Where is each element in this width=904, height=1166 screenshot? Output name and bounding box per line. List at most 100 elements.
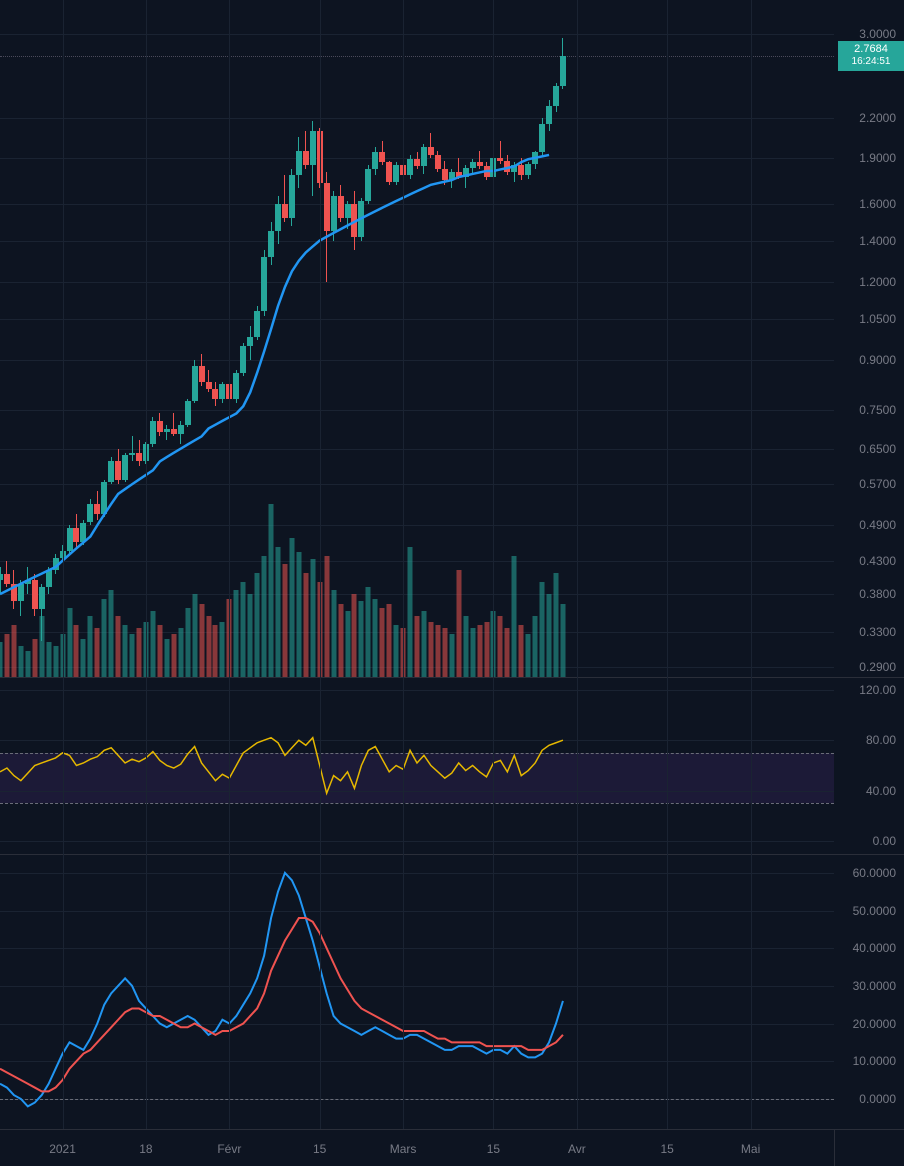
rsi-axis[interactable]: 120.0080.0040.000.00 — [834, 677, 904, 854]
price-tick: 1.6000 — [859, 197, 896, 211]
price-tick: 1.0500 — [859, 312, 896, 326]
rsi-tick: 40.00 — [866, 784, 896, 798]
volume-bar — [130, 634, 135, 677]
volume-bar — [533, 616, 538, 677]
volume-bar — [547, 594, 552, 677]
x-tick: 15 — [313, 1142, 326, 1156]
volume-bar — [449, 634, 454, 677]
volume-bar — [81, 639, 86, 677]
last-price-value: 2.7684 — [854, 43, 888, 56]
volume-bar — [4, 634, 9, 677]
volume-bar — [526, 634, 531, 677]
volume-bar — [255, 573, 260, 677]
volume-bar — [505, 628, 510, 677]
macd-blue-line — [0, 873, 563, 1107]
volume-bar — [310, 559, 315, 677]
price-tick: 0.9000 — [859, 353, 896, 367]
price-panel[interactable] — [0, 0, 834, 677]
price-tick: 0.3300 — [859, 625, 896, 639]
rsi-panel[interactable] — [0, 677, 834, 854]
x-tick: 2021 — [49, 1142, 76, 1156]
volume-bar — [442, 628, 447, 677]
volume-bar — [415, 616, 420, 677]
macd-tick: 30.0000 — [853, 979, 896, 993]
x-tick: 18 — [139, 1142, 152, 1156]
volume-bar — [408, 547, 413, 677]
rsi-tick: 120.00 — [859, 683, 896, 697]
macd-panel[interactable] — [0, 854, 834, 1129]
volume-bar — [102, 599, 107, 677]
price-tick: 0.6500 — [859, 442, 896, 456]
volume-bar — [25, 651, 30, 677]
volume-bar — [463, 616, 468, 677]
volume-bar — [164, 639, 169, 677]
volume-bar — [498, 616, 503, 677]
volume-bar — [199, 604, 204, 677]
volume-bar — [171, 634, 176, 677]
volume-bar — [338, 604, 343, 677]
macd-axis[interactable]: 60.0000 50.0000 40.0000 30.0000 20.0000 10.00… — [834, 854, 904, 1129]
x-tick: Mars — [390, 1142, 417, 1156]
price-tick: 0.2900 — [859, 660, 896, 674]
volume-bar — [289, 538, 294, 677]
volume-bar — [46, 642, 51, 677]
volume-bar — [185, 608, 190, 677]
volume-bar — [421, 611, 426, 677]
macd-tick: 40.0000 — [853, 941, 896, 955]
volume-bar — [109, 590, 114, 677]
volume-bar — [11, 625, 16, 677]
volume-bar — [220, 622, 225, 677]
price-axis[interactable]: 3.00002.20001.90001.60001.40001.20001.05… — [834, 0, 904, 677]
macd-tick: 10.0000 — [853, 1054, 896, 1068]
price-tick: 0.4300 — [859, 554, 896, 568]
volume-bar — [484, 622, 489, 677]
x-tick: Févr — [217, 1142, 241, 1156]
volume-bar — [324, 556, 329, 677]
volume-bar — [262, 556, 267, 677]
volume-bar — [0, 642, 3, 677]
volume-bar — [116, 616, 121, 677]
countdown: 16:24:51 — [852, 56, 891, 68]
volume-bar — [470, 628, 475, 677]
volume-bar — [178, 628, 183, 677]
volume-bar — [540, 582, 545, 677]
macd-tick: 50.0000 — [853, 904, 896, 918]
volume-bar — [39, 616, 44, 677]
volume-bar — [428, 622, 433, 677]
volume-bar — [95, 628, 100, 677]
x-tick: Avr — [568, 1142, 586, 1156]
volume-bar — [456, 570, 461, 678]
rsi-tick: 0.00 — [873, 834, 896, 848]
volume-bar — [296, 552, 301, 677]
x-tick: 15 — [487, 1142, 500, 1156]
price-tick: 0.5700 — [859, 477, 896, 491]
volume-bar — [373, 599, 378, 677]
volume-bar — [477, 625, 482, 677]
rsi-band — [0, 753, 834, 804]
volume-bar — [74, 625, 79, 677]
last-price-marker: 2.768416:24:51 — [838, 41, 904, 71]
macd-zero — [0, 1099, 834, 1100]
volume-bar — [213, 625, 218, 677]
macd-tick: 20.0000 — [853, 1017, 896, 1031]
volume-bar — [387, 604, 392, 677]
price-tick: 2.2000 — [859, 111, 896, 125]
volume-bar — [345, 611, 350, 677]
volume-bar — [512, 556, 517, 677]
volume-bar — [276, 547, 281, 677]
volume-bar — [150, 611, 155, 677]
price-tick: 0.3800 — [859, 587, 896, 601]
x-tick: 15 — [661, 1142, 674, 1156]
time-axis[interactable]: 2021 18 Févr 15 Mars 15 Avr 15 Mai — [0, 1129, 904, 1166]
volume-bar — [359, 601, 364, 677]
x-tick: Mai — [741, 1142, 760, 1156]
macd-tick: 60.0000 — [853, 866, 896, 880]
price-tick: 1.4000 — [859, 234, 896, 248]
volume-bar — [331, 590, 336, 677]
volume-bar — [241, 582, 246, 677]
volume-bar — [248, 594, 253, 677]
volume-bar — [519, 625, 524, 677]
volume-bar — [18, 646, 23, 677]
volume-bar — [380, 608, 385, 677]
volume-bar — [137, 628, 142, 677]
